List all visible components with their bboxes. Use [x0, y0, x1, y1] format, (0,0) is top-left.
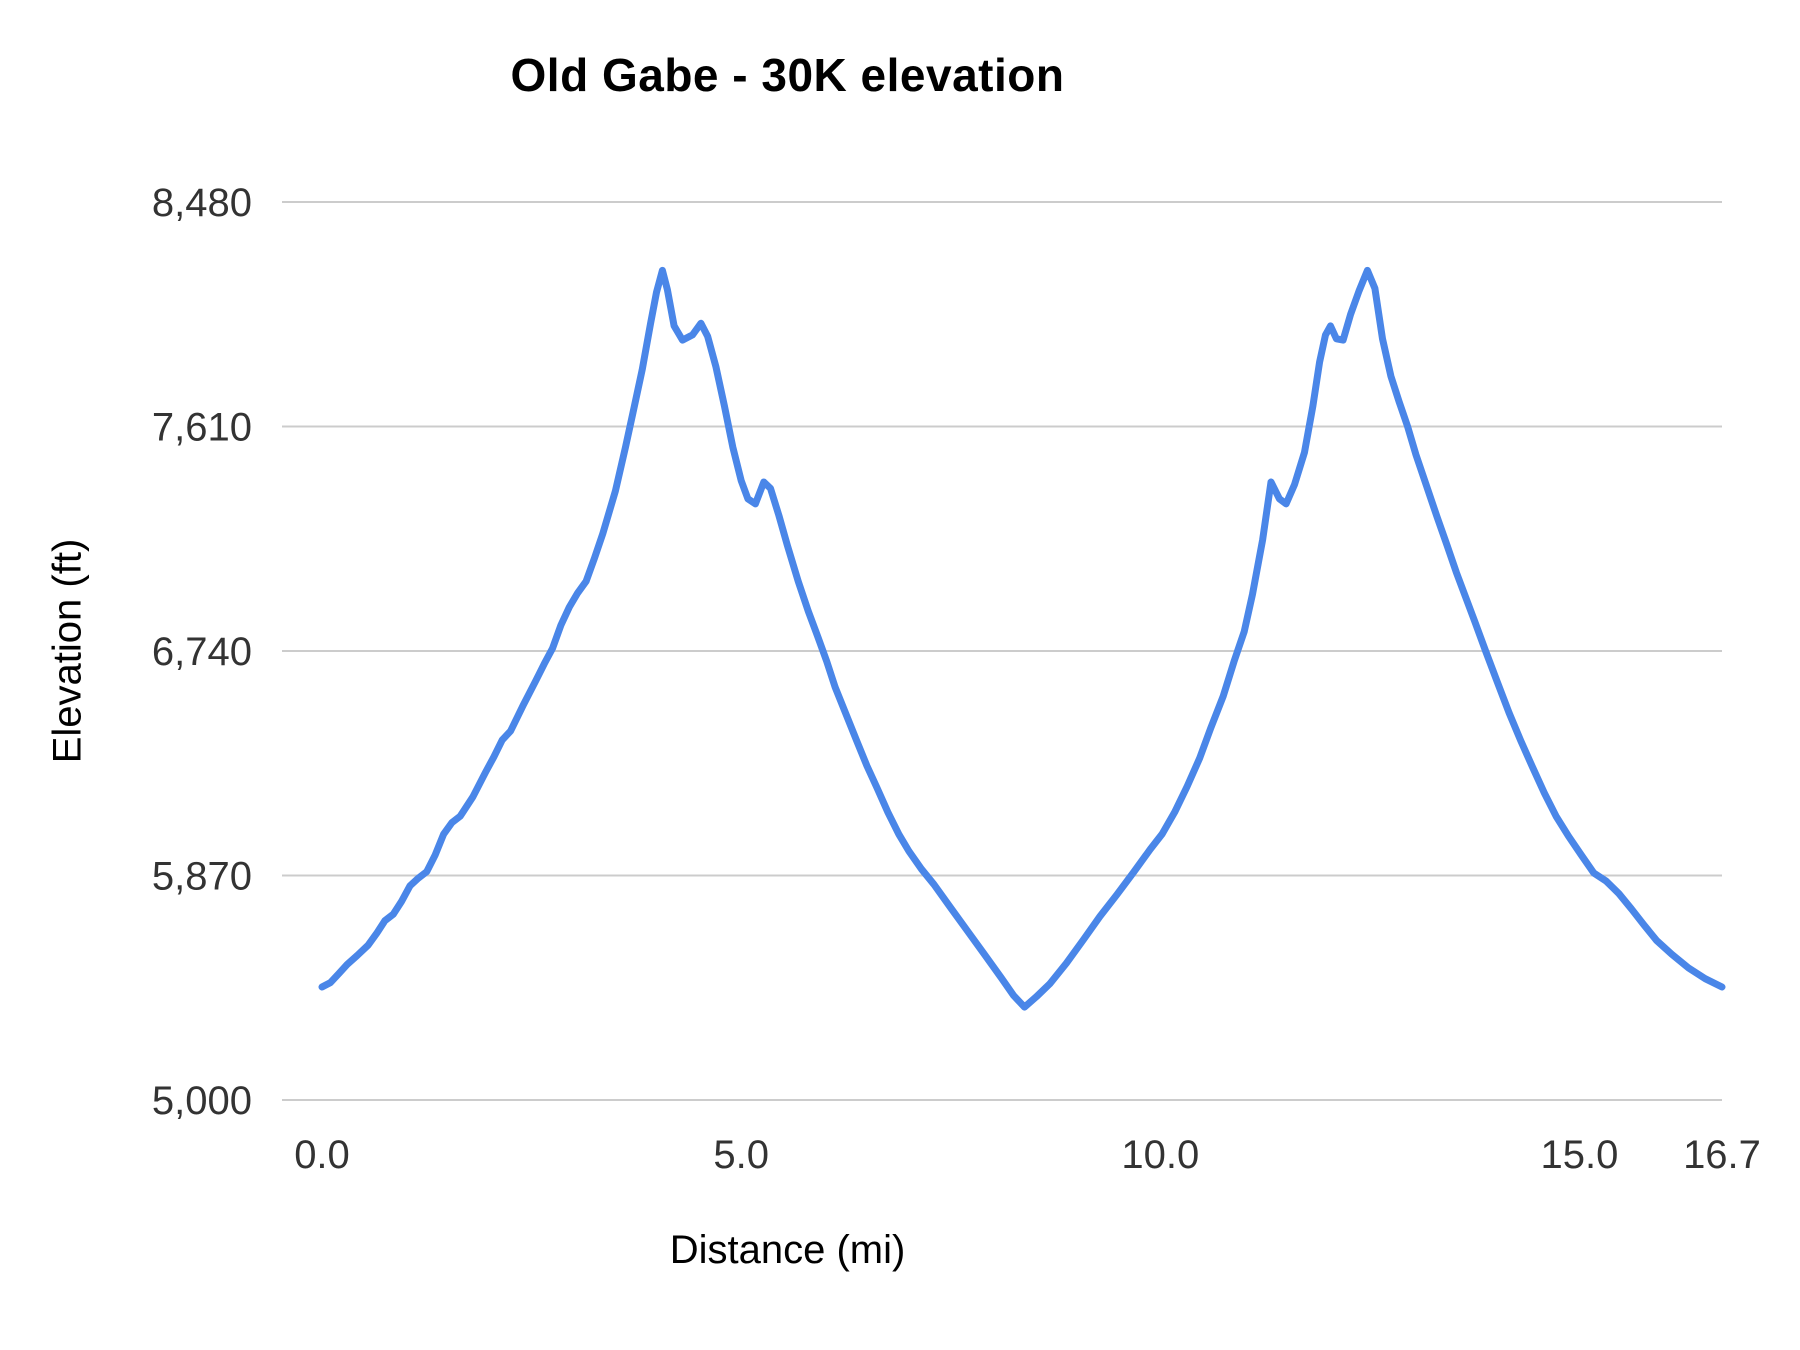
- y-tick-label: 7,610: [152, 406, 252, 450]
- y-tick-label: 5,870: [152, 855, 252, 899]
- x-tick-label: 0.0: [294, 1133, 350, 1177]
- x-tick-label: 16.7: [1683, 1133, 1761, 1177]
- y-tick-label: 5,000: [152, 1079, 252, 1123]
- chart-title: Old Gabe - 30K elevation: [510, 49, 1065, 101]
- y-tick-label: 8,480: [152, 181, 252, 225]
- x-tick-label: 5.0: [713, 1133, 769, 1177]
- x-tick-label: 10.0: [1121, 1133, 1199, 1177]
- y-tick-label: 6,740: [152, 630, 252, 674]
- x-tick-label: 15.0: [1541, 1133, 1619, 1177]
- x-axis-title: Distance (mi): [669, 1228, 906, 1272]
- elevation-line: [318, 266, 1726, 1011]
